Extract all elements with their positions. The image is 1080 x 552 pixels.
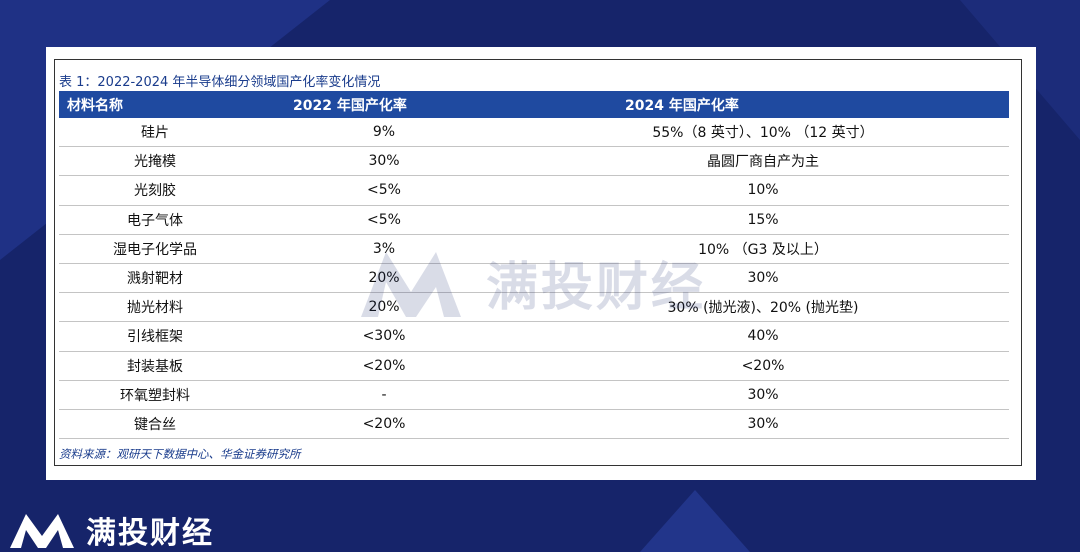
data-table: 材料名称 2022 年国产化率 2024 年国产化率 硅片 9% 55%（8 英寸）…	[59, 91, 1009, 440]
cell-material: 封装基板	[59, 351, 251, 381]
cell-2024: 30% (抛光液)、20% (抛光垫)	[517, 292, 1009, 323]
cell-2022: -	[251, 380, 517, 410]
cell-material: 键合丝	[59, 409, 251, 440]
table-frame	[54, 59, 1022, 466]
table-row: 电子气体 <5% 15%	[59, 205, 1009, 235]
table-row: 引线框架 <30% 40%	[59, 321, 1009, 352]
cell-material: 光掩模	[59, 146, 251, 177]
cell-2022: 9%	[251, 118, 517, 148]
table-row: 溅射靶材 20% 30%	[59, 263, 1009, 294]
table-row: 环氧塑封料 -30%	[59, 380, 1009, 410]
brand-logo: 满投财经	[8, 508, 214, 552]
cell-2022: <5%	[251, 175, 517, 206]
cell-2024: 晶圆厂商自产为主	[517, 146, 1009, 177]
table-row: 抛光材料 20% 30% (抛光液)、20% (抛光垫)	[59, 292, 1009, 323]
cell-material: 光刻胶	[59, 175, 251, 206]
cell-material: 抛光材料	[59, 292, 251, 323]
cell-2022: 3%	[251, 234, 517, 264]
cell-2022: <5%	[251, 205, 517, 235]
cell-2024: 55%（8 英寸）、10% （12 英寸）	[517, 118, 1009, 148]
cell-2022: <30%	[251, 321, 517, 352]
cell-material: 湿电子化学品	[59, 234, 251, 264]
table-row: 封装基板 <20% <20%	[59, 351, 1009, 381]
cell-2024: 30%	[517, 380, 1009, 410]
table-row: 硅片 9% 55%（8 英寸）、10% （12 英寸）	[59, 118, 1009, 148]
cell-material: 硅片	[59, 118, 251, 148]
background-shape	[640, 490, 750, 552]
table-row: 光掩模 30% 晶圆厂商自产为主	[59, 146, 1009, 177]
cell-2022: 20%	[251, 292, 517, 323]
cell-2022: 30%	[251, 146, 517, 177]
table-row: 键合丝 <20% 30%	[59, 409, 1009, 440]
cell-2024: 10% （G3 及以上）	[517, 234, 1009, 264]
table-caption: 表 1：2022-2024 年半导体细分领域国产化率变化情况	[59, 75, 381, 90]
brand-name: 满投财经	[86, 516, 214, 551]
cell-2022: <20%	[251, 351, 517, 381]
cell-material: 电子气体	[59, 205, 251, 235]
table-row: 光刻胶 <5% 10%	[59, 175, 1009, 206]
header-material: 材料名称	[59, 91, 251, 118]
brand-logo-icon	[10, 514, 74, 548]
cell-2024: 30%	[517, 263, 1009, 294]
header-2024: 2024 年国产化率	[517, 91, 1009, 118]
cell-material: 引线框架	[59, 321, 251, 352]
cell-2024: 30%	[517, 409, 1009, 440]
cell-material: 环氧塑封料	[59, 380, 251, 410]
table-row: 湿电子化学品 3% 10% （G3 及以上）	[59, 234, 1009, 264]
header-2022: 2022 年国产化率	[251, 91, 517, 118]
table-header-row: 材料名称 2022 年国产化率 2024 年国产化率	[59, 91, 1009, 118]
cell-2024: 40%	[517, 321, 1009, 352]
cell-2024: 15%	[517, 205, 1009, 235]
cell-2022: 20%	[251, 263, 517, 294]
cell-material: 溅射靶材	[59, 263, 251, 294]
source-note: 资料来源：观研天下数据中心、华金证券研究所	[59, 447, 301, 461]
cell-2024: <20%	[517, 351, 1009, 381]
cell-2024: 10%	[517, 175, 1009, 206]
cell-2022: <20%	[251, 409, 517, 440]
document-card: 表 1：2022-2024 年半导体细分领域国产化率变化情况 材料名称 2022…	[46, 47, 1036, 480]
